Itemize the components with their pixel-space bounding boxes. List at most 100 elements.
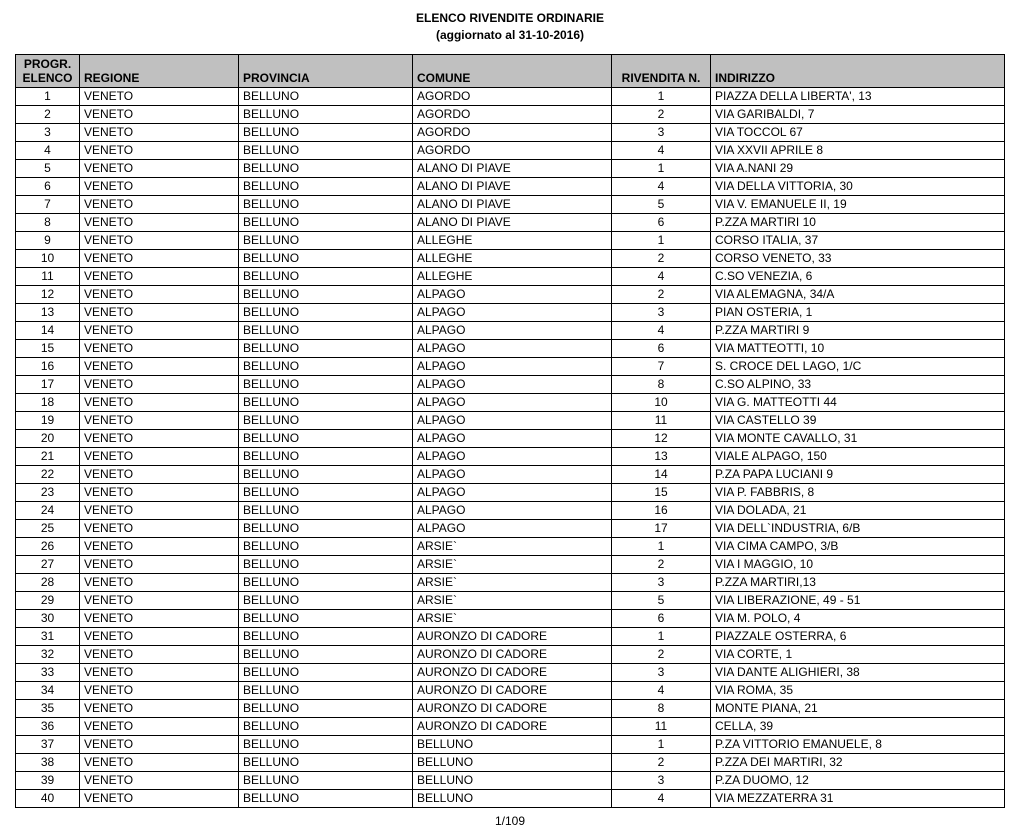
cell-progr: 16: [16, 357, 80, 375]
cell-comune: ALPAGO: [413, 429, 612, 447]
cell-regione: VENETO: [80, 681, 239, 699]
cell-regione: VENETO: [80, 375, 239, 393]
cell-provincia: BELLUNO: [239, 357, 413, 375]
cell-progr: 4: [16, 141, 80, 159]
cell-rivendita: 5: [612, 195, 711, 213]
cell-regione: VENETO: [80, 213, 239, 231]
cell-indirizzo: VIA XXVII APRILE 8: [711, 141, 1005, 159]
cell-progr: 36: [16, 717, 80, 735]
cell-comune: ALANO DI PIAVE: [413, 159, 612, 177]
cell-rivendita: 6: [612, 213, 711, 231]
cell-comune: AGORDO: [413, 141, 612, 159]
cell-rivendita: 5: [612, 591, 711, 609]
cell-progr: 26: [16, 537, 80, 555]
cell-indirizzo: PIAZZA DELLA LIBERTA', 13: [711, 87, 1005, 105]
cell-rivendita: 2: [612, 105, 711, 123]
cell-regione: VENETO: [80, 141, 239, 159]
cell-provincia: BELLUNO: [239, 681, 413, 699]
cell-comune: ALPAGO: [413, 285, 612, 303]
col-header-indirizzo: INDIRIZZO: [711, 54, 1005, 87]
cell-regione: VENETO: [80, 645, 239, 663]
cell-regione: VENETO: [80, 465, 239, 483]
cell-rivendita: 3: [612, 303, 711, 321]
cell-progr: 22: [16, 465, 80, 483]
cell-provincia: BELLUNO: [239, 87, 413, 105]
col-header-rivendita: RIVENDITA N.: [612, 54, 711, 87]
cell-progr: 20: [16, 429, 80, 447]
table-row: 16VENETOBELLUNOALPAGO7S. CROCE DEL LAGO,…: [16, 357, 1005, 375]
cell-rivendita: 10: [612, 393, 711, 411]
cell-regione: VENETO: [80, 771, 239, 789]
cell-progr: 38: [16, 753, 80, 771]
col-header-provincia: PROVINCIA: [239, 54, 413, 87]
cell-rivendita: 1: [612, 537, 711, 555]
cell-comune: ALPAGO: [413, 339, 612, 357]
cell-comune: AURONZO DI CADORE: [413, 699, 612, 717]
cell-comune: ARSIE`: [413, 573, 612, 591]
cell-rivendita: 3: [612, 663, 711, 681]
cell-indirizzo: VIA V. EMANUELE II, 19: [711, 195, 1005, 213]
cell-progr: 13: [16, 303, 80, 321]
cell-comune: ALANO DI PIAVE: [413, 177, 612, 195]
cell-rivendita: 6: [612, 609, 711, 627]
cell-comune: ALPAGO: [413, 303, 612, 321]
cell-provincia: BELLUNO: [239, 105, 413, 123]
cell-progr: 25: [16, 519, 80, 537]
table-row: 35VENETOBELLUNOAURONZO DI CADORE8MONTE P…: [16, 699, 1005, 717]
cell-regione: VENETO: [80, 609, 239, 627]
cell-comune: BELLUNO: [413, 735, 612, 753]
table-row: 7VENETOBELLUNOALANO DI PIAVE5VIA V. EMAN…: [16, 195, 1005, 213]
cell-regione: VENETO: [80, 339, 239, 357]
cell-provincia: BELLUNO: [239, 159, 413, 177]
table-row: 10VENETOBELLUNOALLEGHE2CORSO VENETO, 33: [16, 249, 1005, 267]
cell-indirizzo: CELLA, 39: [711, 717, 1005, 735]
table-row: 12VENETOBELLUNOALPAGO2VIA ALEMAGNA, 34/A: [16, 285, 1005, 303]
cell-comune: ARSIE`: [413, 609, 612, 627]
cell-regione: VENETO: [80, 321, 239, 339]
cell-rivendita: 1: [612, 159, 711, 177]
table-row: 17VENETOBELLUNOALPAGO8C.SO ALPINO, 33: [16, 375, 1005, 393]
cell-provincia: BELLUNO: [239, 465, 413, 483]
cell-progr: 24: [16, 501, 80, 519]
cell-provincia: BELLUNO: [239, 123, 413, 141]
table-row: 18VENETOBELLUNOALPAGO10VIA G. MATTEOTTI …: [16, 393, 1005, 411]
cell-provincia: BELLUNO: [239, 177, 413, 195]
cell-provincia: BELLUNO: [239, 519, 413, 537]
table-row: 21VENETOBELLUNOALPAGO13VIALE ALPAGO, 150: [16, 447, 1005, 465]
cell-regione: VENETO: [80, 663, 239, 681]
table-row: 19VENETOBELLUNOALPAGO11VIA CASTELLO 39: [16, 411, 1005, 429]
cell-indirizzo: VIA ALEMAGNA, 34/A: [711, 285, 1005, 303]
cell-indirizzo: VIA A.NANI 29: [711, 159, 1005, 177]
cell-progr: 3: [16, 123, 80, 141]
cell-indirizzo: VIA ROMA, 35: [711, 681, 1005, 699]
cell-provincia: BELLUNO: [239, 375, 413, 393]
cell-indirizzo: VIA CORTE, 1: [711, 645, 1005, 663]
cell-regione: VENETO: [80, 249, 239, 267]
cell-rivendita: 17: [612, 519, 711, 537]
cell-provincia: BELLUNO: [239, 573, 413, 591]
cell-indirizzo: VIA P. FABBRIS, 8: [711, 483, 1005, 501]
table-row: 26VENETOBELLUNOARSIE`1VIA CIMA CAMPO, 3/…: [16, 537, 1005, 555]
cell-regione: VENETO: [80, 789, 239, 807]
cell-provincia: BELLUNO: [239, 393, 413, 411]
cell-provincia: BELLUNO: [239, 231, 413, 249]
cell-provincia: BELLUNO: [239, 303, 413, 321]
cell-rivendita: 4: [612, 321, 711, 339]
cell-regione: VENETO: [80, 87, 239, 105]
table-row: 2VENETOBELLUNOAGORDO2VIA GARIBALDI, 7: [16, 105, 1005, 123]
cell-indirizzo: P.ZA DUOMO, 12: [711, 771, 1005, 789]
cell-provincia: BELLUNO: [239, 591, 413, 609]
table-row: 5VENETOBELLUNOALANO DI PIAVE1VIA A.NANI …: [16, 159, 1005, 177]
cell-comune: AURONZO DI CADORE: [413, 645, 612, 663]
cell-provincia: BELLUNO: [239, 195, 413, 213]
cell-indirizzo: S. CROCE DEL LAGO, 1/C: [711, 357, 1005, 375]
cell-provincia: BELLUNO: [239, 429, 413, 447]
cell-progr: 28: [16, 573, 80, 591]
cell-rivendita: 2: [612, 753, 711, 771]
cell-comune: ARSIE`: [413, 591, 612, 609]
cell-rivendita: 3: [612, 771, 711, 789]
cell-provincia: BELLUNO: [239, 663, 413, 681]
cell-progr: 40: [16, 789, 80, 807]
table-row: 25VENETOBELLUNOALPAGO17VIA DELL`INDUSTRI…: [16, 519, 1005, 537]
table-row: 33VENETOBELLUNOAURONZO DI CADORE3VIA DAN…: [16, 663, 1005, 681]
